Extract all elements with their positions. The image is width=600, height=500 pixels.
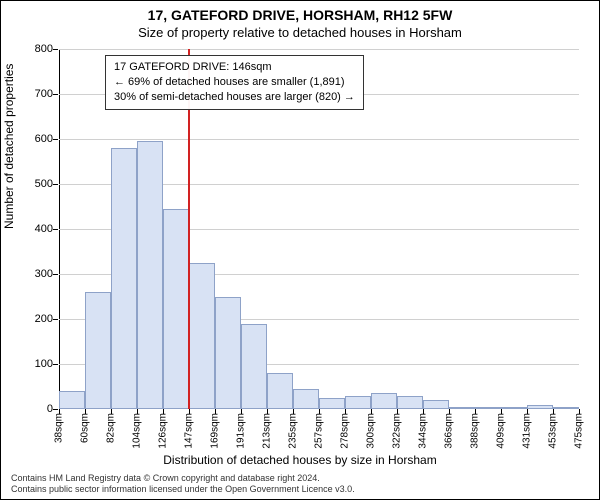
- y-tick-label: 100: [35, 358, 53, 370]
- info-line-1: 17 GATEFORD DRIVE: 146sqm: [114, 60, 355, 75]
- y-tick-label: 0: [47, 403, 53, 415]
- y-tick-mark: [53, 319, 58, 320]
- histogram-bar: [59, 391, 85, 409]
- histogram-bar: [501, 407, 527, 409]
- footer-attribution: Contains HM Land Registry data © Crown c…: [11, 473, 589, 496]
- x-tick-label: 126sqm: [158, 413, 169, 449]
- histogram-bar: [345, 396, 371, 410]
- y-tick-mark: [53, 94, 58, 95]
- y-tick-mark: [53, 49, 58, 50]
- histogram-bar: [397, 396, 423, 410]
- histogram-bar: [475, 407, 501, 409]
- chart-title: 17, GATEFORD DRIVE, HORSHAM, RH12 5FW: [1, 7, 599, 23]
- x-tick-label: 409sqm: [496, 413, 507, 449]
- y-axis-title: Number of detached properties: [2, 64, 16, 229]
- x-tick-label: 453sqm: [548, 413, 559, 449]
- x-tick-label: 60sqm: [80, 413, 91, 443]
- x-tick-label: 388sqm: [470, 413, 481, 449]
- x-tick-label: 366sqm: [444, 413, 455, 449]
- footer-line-2: Contains public sector information licen…: [11, 484, 589, 495]
- x-axis-title: Distribution of detached houses by size …: [1, 453, 599, 467]
- x-tick-label: 278sqm: [340, 413, 351, 449]
- y-tick-mark: [53, 364, 58, 365]
- chart-frame: 17, GATEFORD DRIVE, HORSHAM, RH12 5FW Si…: [0, 0, 600, 500]
- y-tick-label: 400: [35, 223, 53, 235]
- histogram-bar: [85, 292, 111, 409]
- y-tick-mark: [53, 184, 58, 185]
- y-tick-label: 700: [35, 88, 53, 100]
- x-tick-label: 257sqm: [314, 413, 325, 449]
- histogram-bar: [553, 407, 579, 409]
- x-tick-label: 344sqm: [418, 413, 429, 449]
- histogram-bar: [189, 263, 215, 409]
- y-tick-label: 300: [35, 268, 53, 280]
- y-tick-label: 500: [35, 178, 53, 190]
- histogram-bar: [449, 407, 475, 409]
- histogram-bar: [293, 389, 319, 409]
- x-tick-label: 213sqm: [262, 413, 273, 449]
- chart-subtitle: Size of property relative to detached ho…: [1, 25, 599, 40]
- y-tick-mark: [53, 274, 58, 275]
- y-tick-label: 800: [35, 43, 53, 55]
- x-tick-label: 147sqm: [184, 413, 195, 449]
- plot-area: 17 GATEFORD DRIVE: 146sqm ← 69% of detac…: [59, 49, 579, 409]
- y-tick-mark: [53, 409, 58, 410]
- x-tick-label: 475sqm: [574, 413, 585, 449]
- grid-line: [59, 139, 579, 140]
- x-tick-label: 300sqm: [366, 413, 377, 449]
- histogram-bar: [137, 141, 163, 409]
- y-tick-mark: [53, 139, 58, 140]
- histogram-bar: [371, 393, 397, 409]
- grid-line: [59, 49, 579, 50]
- histogram-bar: [423, 400, 449, 409]
- x-tick-label: 104sqm: [132, 413, 143, 449]
- histogram-bar: [267, 373, 293, 409]
- histogram-bar: [215, 297, 241, 410]
- histogram-bar: [319, 398, 345, 409]
- reference-info-box: 17 GATEFORD DRIVE: 146sqm ← 69% of detac…: [105, 55, 364, 110]
- histogram-bar: [241, 324, 267, 410]
- info-line-2: ← 69% of detached houses are smaller (1,…: [114, 75, 355, 90]
- histogram-bar: [111, 148, 137, 409]
- histogram-bar: [163, 209, 189, 409]
- x-tick-label: 235sqm: [288, 413, 299, 449]
- footer-line-1: Contains HM Land Registry data © Crown c…: [11, 473, 589, 484]
- x-tick-label: 169sqm: [210, 413, 221, 449]
- y-tick-label: 200: [35, 313, 53, 325]
- y-tick-label: 600: [35, 133, 53, 145]
- y-tick-mark: [53, 229, 58, 230]
- histogram-bar: [527, 405, 553, 410]
- info-line-3: 30% of semi-detached houses are larger (…: [114, 90, 355, 105]
- x-tick-label: 431sqm: [522, 413, 533, 449]
- x-tick-label: 82sqm: [106, 413, 117, 443]
- x-tick-label: 38sqm: [54, 413, 65, 443]
- x-tick-label: 322sqm: [392, 413, 403, 449]
- x-tick-label: 191sqm: [236, 413, 247, 449]
